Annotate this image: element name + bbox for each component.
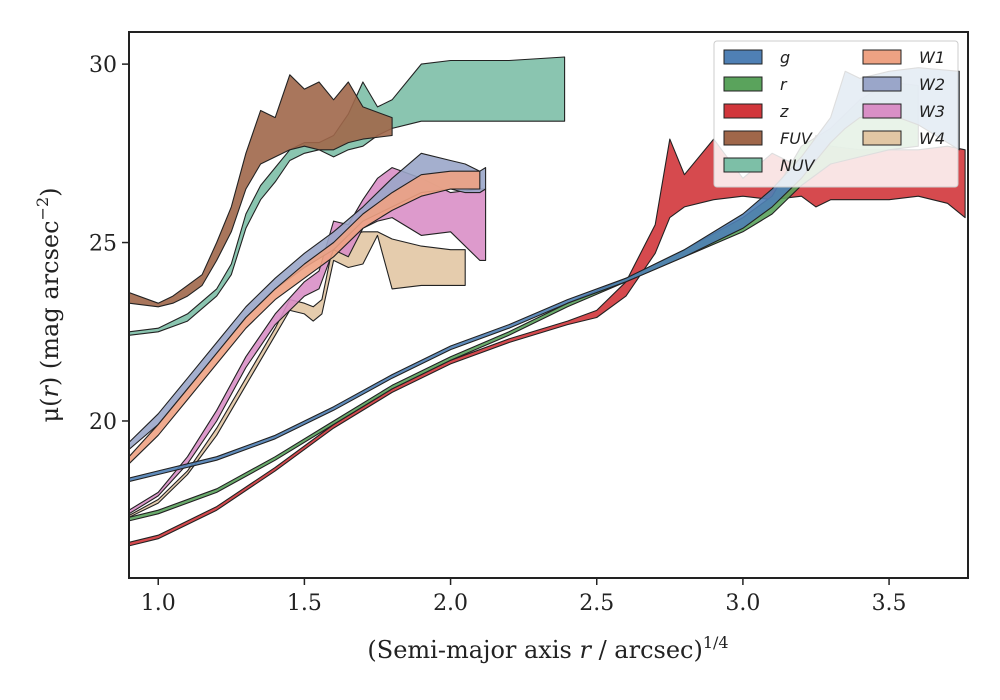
legend-label-w2: W2 (919, 75, 945, 94)
x-tick-label: 2.5 (579, 591, 614, 616)
x-axis-label: (Semi-major axis r / arcsec)1/4 (367, 633, 728, 664)
band-w1 (129, 170, 481, 465)
band-w3 (129, 167, 487, 515)
legend-label-r: r (780, 75, 788, 94)
legend-swatch-w1 (862, 49, 902, 65)
legend-label-fuv: FUV (780, 129, 813, 148)
legend-swatch-w4 (862, 130, 902, 146)
y-tick-label: 25 (89, 232, 117, 257)
y-tick-label: 30 (89, 53, 117, 78)
legend-swatch-w3 (862, 103, 902, 119)
y-axis-label: μ(r) (mag arcsec−2) (33, 187, 64, 422)
band-fuv (129, 74, 393, 308)
legend-label-z: z (779, 102, 789, 121)
legend-label-w4: W4 (919, 129, 945, 148)
legend-label-g: g (780, 48, 790, 67)
legend-label-nuv: NUV (780, 156, 816, 175)
x-tick-label: 1.5 (287, 591, 322, 616)
y-tick-label: 20 (89, 410, 117, 435)
y-axis-ticks: 20 25 30 (89, 53, 129, 435)
legend-swatch-fuv (723, 130, 763, 146)
legend-swatch-g (723, 49, 763, 65)
x-tick-label: 3.5 (872, 591, 907, 616)
band-nuv (129, 56, 566, 336)
legend-swatch-w2 (862, 76, 902, 92)
legend-label-w1: W1 (919, 48, 945, 67)
x-tick-label: 2.0 (433, 591, 468, 616)
legend-swatch-r (723, 76, 763, 92)
legend: grz FUV NUV W1 W2 W3 W4 (713, 40, 959, 188)
x-axis-ticks: 1.0 1.5 2.0 2.5 3.0 3.5 (141, 578, 907, 616)
legend-swatch-z (723, 103, 763, 119)
x-tick-label: 3.0 (725, 591, 760, 616)
legend-swatch-nuv (723, 157, 763, 173)
legend-label-w3: W3 (919, 102, 945, 121)
plot-frame (128, 31, 969, 579)
x-tick-label: 1.0 (141, 591, 176, 616)
